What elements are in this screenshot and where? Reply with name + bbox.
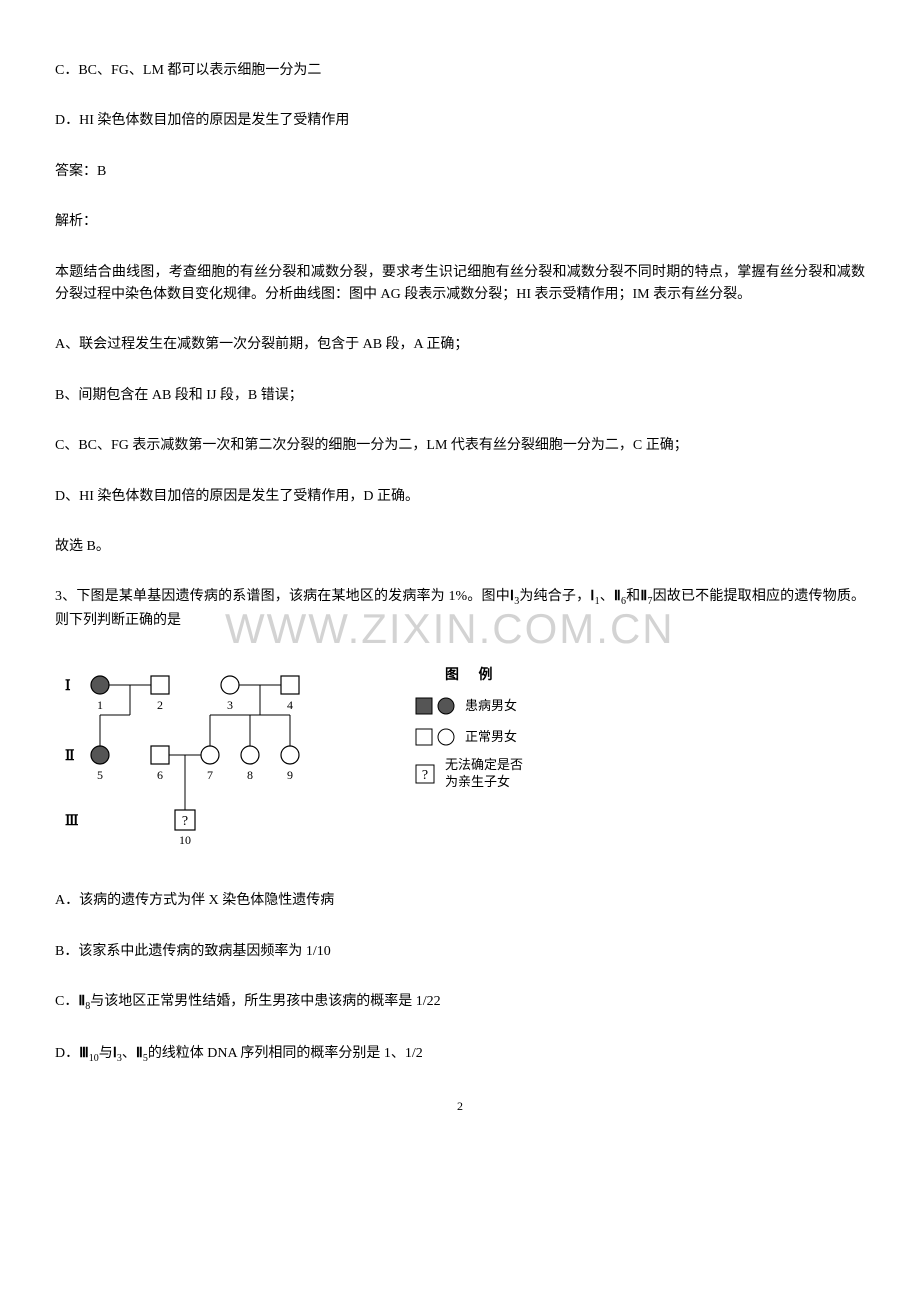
svg-text:1: 1 [97,698,103,712]
q3-stem-part2: 为纯合子， [519,589,590,604]
svg-text:10: 10 [179,833,191,847]
svg-text:9: 9 [287,768,293,782]
document-content: C．BC、FG、LM 都可以表示细胞一分为二 D．HI 染色体数目加倍的原因是发… [55,60,865,1116]
legend: 图 例 患病男女 正常男女 ? 无法确定 [415,665,523,801]
pedigree-diagram-container: Ⅰ Ⅱ Ⅲ 1 2 3 4 5 6 7 8 9? 10 图 例 患病男女 正常男女 ? [55,660,865,860]
q3-sep2: 和 [626,589,640,604]
q2-explain-a: A、联会过程发生在减数第一次分裂前期，包含于 AB 段，A 正确； [55,334,865,356]
q3-stem: 3、下图是某单基因遗传病的系谱图，该病在某地区的发病率为 1%。图中Ⅰ3为纯合子… [55,586,865,632]
q2-option-c: C．BC、FG、LM 都可以表示细胞一分为二 [55,60,865,82]
svg-text:Ⅰ: Ⅰ [65,678,71,694]
q3-sep1: 、 [600,589,614,604]
q2-explain-label: 解析： [55,211,865,233]
q3-option-a: A．该病的遗传方式为伴 X 染色体隐性遗传病 [55,890,865,912]
filled-circle-icon [437,697,455,715]
page-number: 2 [55,1097,865,1116]
q2-explain-c: C、BC、FG 表示减数第一次和第二次分裂的细胞一分为二，LM 代表有丝分裂细胞… [55,435,865,457]
q3-II6: Ⅱ [614,589,621,604]
q3d-III10-sub: 10 [89,1053,99,1064]
svg-text:Ⅱ: Ⅱ [65,748,75,764]
legend-unknown-line2: 为亲生子女 [445,774,523,791]
q3d-III10: Ⅲ [79,1046,89,1061]
legend-affected-text: 患病男女 [465,696,517,717]
svg-text:2: 2 [157,698,163,712]
legend-affected-symbols [415,697,455,715]
legend-affected: 患病男女 [415,696,523,717]
svg-text:3: 3 [227,698,233,712]
legend-unknown: ? 无法确定是否 为亲生子女 [415,757,523,791]
q3-option-c: C．Ⅱ8与该地区正常男性结婚，所生男孩中患该病的概率是 1/22 [55,991,865,1015]
legend-unknown-symbols: ? [415,764,435,784]
q3-option-d: D．Ⅲ10与Ⅰ3、Ⅱ5的线粒体 DNA 序列相同的概率分别是 1、1/2 [55,1043,865,1067]
q2-option-d: D．HI 染色体数目加倍的原因是发生了受精作用 [55,110,865,132]
q3d-sep: 、 [122,1046,136,1061]
legend-normal-text: 正常男女 [465,727,517,748]
q2-conclusion: 故选 B。 [55,536,865,558]
legend-normal: 正常男女 [415,727,523,748]
legend-normal-symbols [415,728,455,746]
svg-text:?: ? [182,814,188,829]
svg-text:?: ? [422,768,428,783]
svg-text:5: 5 [97,768,103,782]
svg-text:Ⅲ: Ⅲ [65,813,79,829]
q3d-part1: D． [55,1046,79,1061]
q3d-part3: 的线粒体 DNA 序列相同的概率分别是 1、1/2 [148,1046,423,1061]
svg-text:4: 4 [287,698,293,712]
filled-square-icon [415,697,433,715]
q3d-II5: Ⅱ [136,1046,143,1061]
legend-unknown-line1: 无法确定是否 [445,757,523,774]
svg-text:8: 8 [247,768,253,782]
empty-circle-icon [437,728,455,746]
svg-text:7: 7 [207,768,213,782]
q3c-part2: 与该地区正常男性结婚，所生男孩中患该病的概率是 1/22 [90,994,440,1009]
pedigree-chart: Ⅰ Ⅱ Ⅲ 1 2 3 4 5 6 7 8 9? 10 [55,660,365,860]
q2-explain-d: D、HI 染色体数目加倍的原因是发生了受精作用，D 正确。 [55,486,865,508]
legend-title: 图 例 [445,665,523,687]
q2-answer: 答案：B [55,161,865,183]
q3d-part2: 与 [99,1046,113,1061]
q2-explain-b: B、间期包含在 AB 段和 IJ 段，B 错误； [55,385,865,407]
svg-text:6: 6 [157,768,163,782]
q3c-part1: C． [55,994,78,1009]
question-square-icon: ? [415,764,435,784]
q3-option-b: B．该家系中此遗传病的致病基因频率为 1/10 [55,941,865,963]
empty-square-icon [415,728,433,746]
legend-unknown-text-stack: 无法确定是否 为亲生子女 [445,757,523,791]
q3-stem-part1: 3、下图是某单基因遗传病的系谱图，该病在某地区的发病率为 1%。图中 [55,589,510,604]
q2-explain-p1: 本题结合曲线图，考查细胞的有丝分裂和减数分裂，要求考生识记细胞有丝分裂和减数分裂… [55,262,865,307]
